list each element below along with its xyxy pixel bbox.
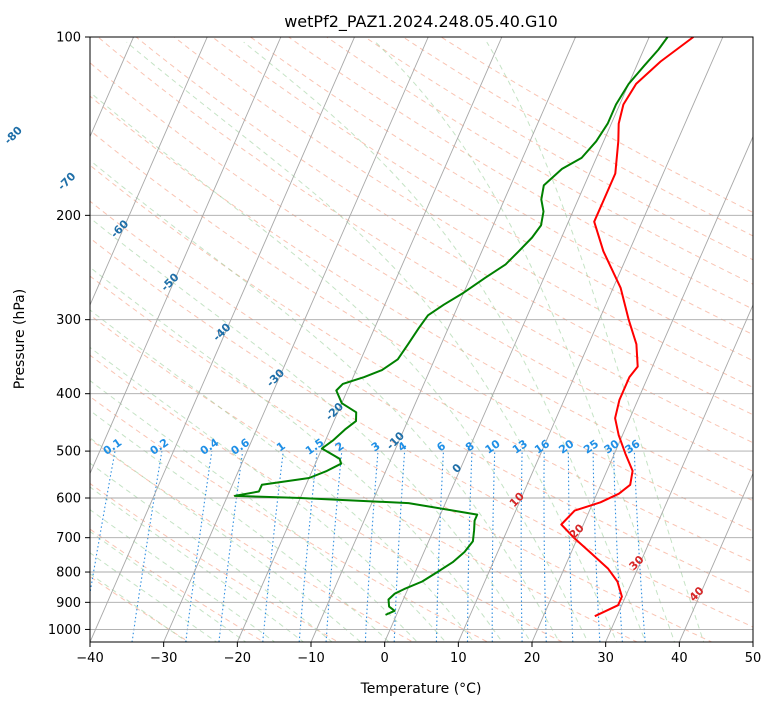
dry-adiabat-line <box>287 37 753 310</box>
y-tick-label: 800 <box>56 566 81 581</box>
y-tick-label: 500 <box>56 445 81 460</box>
y-tick-label: 700 <box>56 531 81 546</box>
moist-adiabat-line <box>90 309 475 642</box>
y-tick-label: 900 <box>56 596 81 611</box>
y-tick-label: 1000 <box>48 623 81 638</box>
series-layer <box>233 37 694 618</box>
dry-adiabat-line <box>90 164 753 563</box>
moist-adiabat-line <box>90 509 276 642</box>
y-tick-label: 200 <box>56 209 81 224</box>
x-axis: −40 −30 −20 −10 0 10 20 30 40 50 <box>76 642 761 666</box>
isotherm-line <box>457 37 724 642</box>
dry-adiabat-line <box>90 200 753 595</box>
x-tick-label: −10 <box>297 651 324 666</box>
moist-adiabat-line <box>486 41 705 642</box>
isotherm-line <box>605 303 753 642</box>
dry-adiabat-line <box>211 37 753 362</box>
isotherm-line <box>384 37 650 642</box>
moist-adiabat-line <box>90 409 390 642</box>
y-axis: 100 200 300 400 500 600 700 800 900 1000 <box>48 31 90 638</box>
chart-title: wetPf2_PAZ1.2024.248.05.40.G10 <box>284 12 558 32</box>
dry-adiabat-line <box>90 314 639 642</box>
y-tick-label: 300 <box>56 313 81 328</box>
moist-adiabat-line <box>90 437 362 642</box>
y-tick-label: 100 <box>56 31 81 46</box>
temperature-line <box>560 37 694 618</box>
dry-adiabat-line <box>135 37 753 416</box>
moist-adiabat-line <box>90 91 589 642</box>
isotherm-line <box>310 37 577 642</box>
dry-adiabat-line <box>90 395 489 642</box>
y-tick-label: 400 <box>56 387 81 402</box>
isotherm-line <box>90 37 356 642</box>
isotherm-line <box>90 37 282 475</box>
x-tick-label: −20 <box>224 651 251 666</box>
dewpoint-line <box>233 37 669 616</box>
x-tick-label: −30 <box>150 651 177 666</box>
dry-adiabat-line <box>90 354 564 642</box>
x-tick-label: −40 <box>76 651 103 666</box>
moist-adiabat-line <box>243 41 647 642</box>
moist-adiabat-line <box>90 217 532 642</box>
isotherm-line <box>678 472 753 642</box>
dry-adiabat-line <box>90 237 753 628</box>
dry-adiabat-line <box>90 438 414 642</box>
moist-adiabat-line <box>90 380 418 642</box>
x-axis-label: Temperature (°C) <box>360 681 482 697</box>
y-axis-label: Pressure (hPa) <box>12 289 28 389</box>
isotherm-line <box>163 37 429 642</box>
dry-adiabat-line <box>90 482 340 642</box>
dry-adiabat-line <box>90 528 265 642</box>
moist-adiabat-line <box>375 41 676 642</box>
dry-adiabat-line <box>97 37 753 444</box>
moist-adiabat-line <box>90 159 560 642</box>
moist-adiabat-line <box>90 530 247 642</box>
dry-adiabat-line <box>90 95 753 502</box>
x-tick-label: 0 <box>381 651 389 666</box>
isotherm-line <box>531 135 753 642</box>
x-tick-label: 40 <box>671 651 688 666</box>
isotherm-line <box>90 37 208 307</box>
y-tick-label: 600 <box>56 492 81 507</box>
x-tick-label: 50 <box>745 651 762 666</box>
moist-adiabat-line <box>90 573 189 642</box>
moist-adiabat-line <box>90 462 333 642</box>
grid <box>90 37 753 642</box>
moist-adiabat-line <box>90 552 218 642</box>
x-tick-label: 10 <box>450 651 467 666</box>
x-tick-label: 20 <box>524 651 541 666</box>
plot-frame <box>89 36 754 643</box>
isotherm-line <box>236 37 503 642</box>
isotherm-line <box>90 37 135 138</box>
x-tick-label: 30 <box>597 651 614 666</box>
dry-adiabat-line <box>90 275 713 642</box>
